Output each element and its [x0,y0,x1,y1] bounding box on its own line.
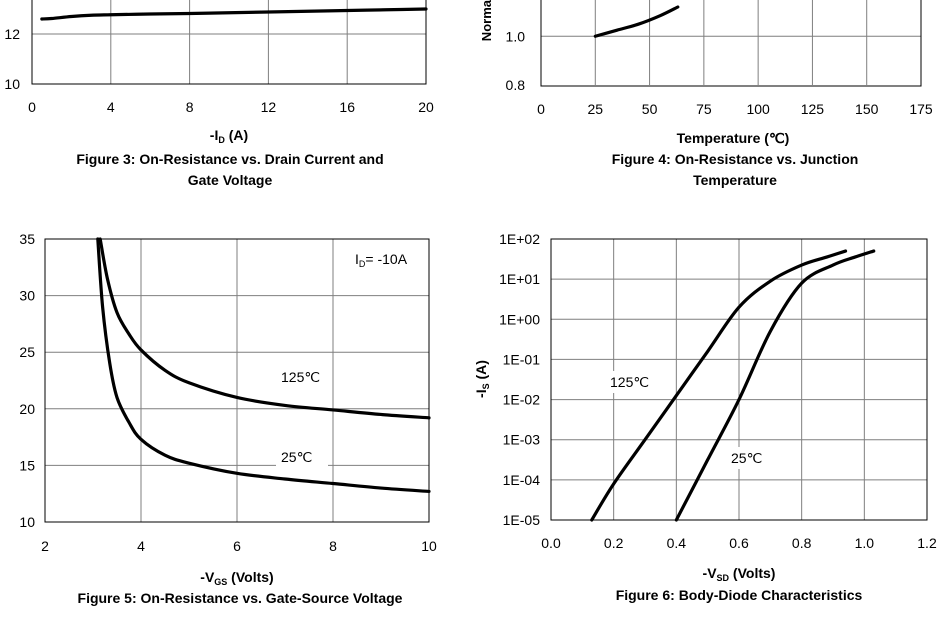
fig6-x-tick-label: 1.0 [855,535,875,551]
fig4-x-tick-label: 100 [746,101,770,117]
fig4-chart: 0 25 50 75 100 125 150 175 1.0 0.8 Norma Tempera… [479,0,933,146]
fig5-y-tick-label: 10 [19,514,35,530]
fig4-x-tick-label: 25 [587,101,603,117]
fig4-x-axis-label: Temperature (℃) [677,130,790,146]
fig6-caption: Figure 6: Body-Diode Characteristics [539,585,939,606]
fig4-y-tick-label: 1.0 [506,28,526,44]
fig4-grid [541,0,921,85]
fig4-y-axis-label-fragment: Norma [479,0,494,41]
fig4-x-ticks: 0 25 50 75 100 125 150 175 [537,101,933,117]
fig5-x-tick-label: 8 [329,538,337,554]
fig4-caption-line-1: Figure 4: On-Resistance vs. Junction [611,151,859,167]
fig6-y-tick-label: 1E-03 [503,432,541,448]
fig3-caption-line-2: Gate Voltage [187,172,273,188]
fig5-plot-frame [44,238,430,523]
fig3-x-ticks: 0 4 8 12 16 20 [28,99,434,115]
fig5-series-label-bg-25 [276,445,328,467]
fig5-series-label-25: 25℃ [281,449,312,465]
fig6-y-tick-label: 1E+01 [499,271,540,287]
fig6-series-label-bg-25 [726,447,770,469]
fig6-y-ticks: 1E+02 1E+01 1E+00 1E-01 1E-02 1E-03 1E-04 1E-05 [499,231,540,528]
fig6-y-tick-label: 1E-01 [503,351,541,367]
fig6-y-tick-label: 1E-05 [503,512,541,528]
fig5-y-tick-label: 20 [19,401,35,417]
fig4-x-tick-label: 75 [696,101,712,117]
fig6-y-tick-label: 1E-04 [503,472,541,488]
fig6-chart: 0.0 0.2 0.4 0.6 0.8 1.0 1.2 1E+02 1E+01 1E+00 1E-… [473,231,937,583]
fig6-y-tick-label: 1E-02 [503,392,541,408]
fig6-x-tick-label: 1.2 [917,535,937,551]
fig4-x-tick-label: 125 [801,101,825,117]
fig5-y-tick-label: 30 [19,288,35,304]
fig6-x-tick-label: 0.4 [667,535,687,551]
fig4-x-tick-label: 0 [537,101,545,117]
fig6-plot-frame [550,238,928,521]
fig3-y-tick-label: 12 [4,26,20,42]
fig3-series [40,7,428,21]
fig4-y-ticks: 1.0 0.8 [506,28,526,93]
fig4-x-tick-label: 50 [642,101,658,117]
fig6-x-ticks: 0.0 0.2 0.4 0.6 0.8 1.0 1.2 [541,535,937,551]
fig5-y-ticks: 35 30 25 20 15 10 [19,231,35,530]
fig3-x-tick-label: 16 [339,99,355,115]
fig5-series-line-0 [98,237,431,420]
fig5-series-label-bg-125 [276,364,328,386]
fig5-caption: Figure 5: On-Resistance vs. Gate-Source … [20,588,460,609]
fig4-series [593,5,680,38]
fig3-x-axis-label: -ID (A) [210,127,248,145]
fig5-annotation: ID= -10A [355,251,408,269]
fig5-series-label-125: 125℃ [281,369,320,385]
fig6-y-tick-label: 1E+00 [499,311,540,327]
fig5-x-tick-label: 4 [137,538,145,554]
fig5-annotation-box [346,247,428,273]
fig4-caption: Figure 4: On-Resistance vs. Junction Tem… [535,149,935,191]
fig3-x-tick-label: 20 [418,99,434,115]
fig3-x-tick-label: 0 [28,99,36,115]
fig5-x-tick-label: 6 [233,538,241,554]
fig6-x-axis-label: -VSD (Volts) [703,565,776,583]
fig5-caption-line-1: Figure 5: On-Resistance vs. Gate-Source … [77,590,403,606]
fig3-plot-frame [31,0,427,85]
fig3-caption: Figure 3: On-Resistance vs. Drain Curren… [30,149,430,191]
fig6-series-label-bg-125 [605,371,657,393]
fig6-y-tick-label: 1E+02 [499,231,540,247]
fig5-series [96,237,431,494]
fig3-y-tick-label: 10 [4,76,20,92]
fig6-x-tick-label: 0.2 [604,535,624,551]
fig5-chart: 2 4 6 8 10 35 30 25 20 15 10 ID= -10A 125℃ 25℃ -V… [19,231,437,587]
fig6-series-label-125: 125℃ [610,374,649,390]
fig4-x-tick-label: 150 [855,101,879,117]
fig6-caption-line-1: Figure 6: Body-Diode Characteristics [615,587,863,603]
fig6-series-line-1 [674,249,876,522]
fig5-y-tick-label: 25 [19,344,35,360]
fig3-x-tick-label: 12 [261,99,277,115]
fig6-series [590,249,876,522]
fig6-series-line-0 [590,249,848,522]
fig5-grid [45,239,429,522]
fig4-x-tick-label: 175 [909,101,933,117]
fig5-x-ticks: 2 4 6 8 10 [41,538,437,554]
fig3-caption-line-1: Figure 3: On-Resistance vs. Drain Curren… [76,151,384,167]
fig4-y-tick-label: 0.8 [506,77,526,93]
fig4-caption-line-2: Temperature [693,172,777,188]
fig3-x-tick-label: 8 [186,99,194,115]
fig5-x-tick-label: 2 [41,538,49,554]
fig3-chart: 0 4 8 12 16 20 12 10 -ID (A) [4,0,434,145]
fig6-y-axis-label: -IS (A) [473,360,491,398]
fig5-x-axis-label: -VGS (Volts) [200,569,273,587]
fig6-x-tick-label: 0.0 [541,535,561,551]
fig6-x-tick-label: 0.8 [792,535,812,551]
fig5-y-tick-label: 35 [19,231,35,247]
fig3-y-ticks: 12 10 [4,26,20,92]
fig4-series-line-0 [593,5,680,38]
fig6-series-label-25: 25℃ [731,450,762,466]
fig6-x-tick-label: 0.6 [729,535,749,551]
fig3-x-tick-label: 4 [107,99,115,115]
fig4-plot-frame [540,0,922,87]
fig5-series-line-1 [96,237,431,494]
fig5-x-tick-label: 10 [421,538,437,554]
fig3-series-line-0 [40,7,428,21]
fig5-y-tick-label: 15 [19,457,35,473]
